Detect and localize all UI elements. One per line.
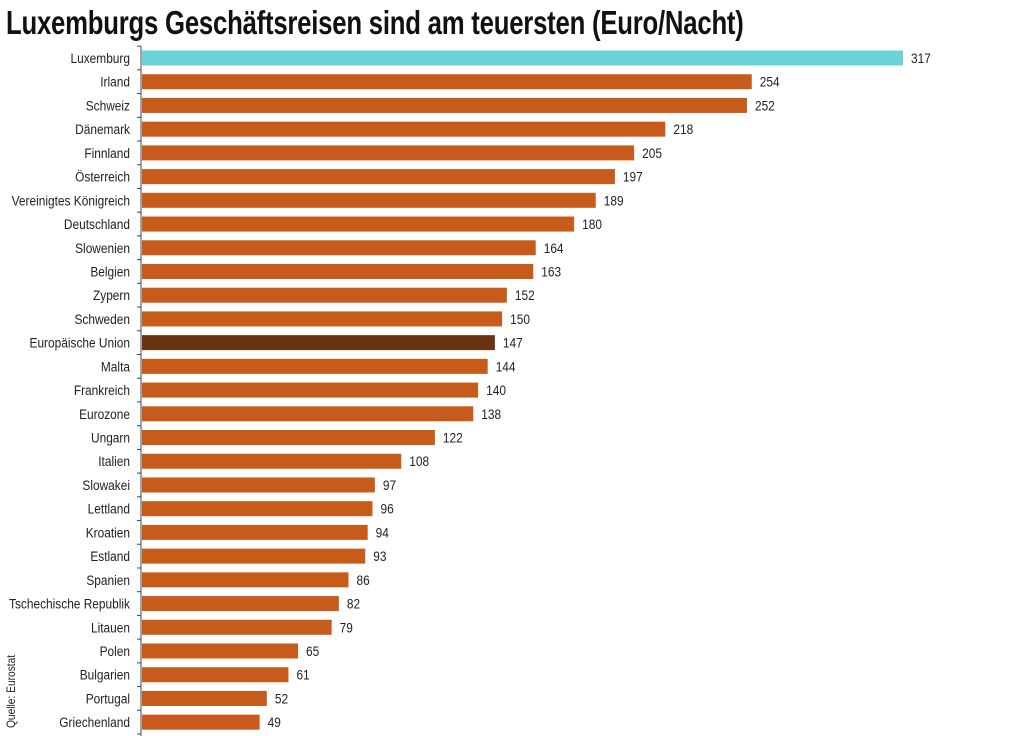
bar-lettland [142,501,373,517]
value-label: 96 [380,501,393,517]
value-label: 79 [340,619,353,635]
bar-finnland [142,145,635,161]
category-label: Luxemburg [70,50,130,66]
value-label: 254 [760,74,780,90]
value-label: 252 [755,98,775,114]
bar-eurozone [142,406,474,422]
value-label: 180 [582,216,602,232]
value-label: 97 [383,477,396,493]
bar-europäische-union [142,335,495,351]
category-label: Deutschland [64,216,130,232]
category-label: Frankreich [74,382,130,398]
value-label: 144 [496,358,516,374]
category-label: Dänemark [75,121,130,137]
value-label: 140 [486,382,506,398]
bar-estland [142,548,366,564]
category-label: Schweiz [86,98,130,114]
category-label: Estland [90,548,130,564]
category-label: Polen [100,643,130,659]
value-label: 61 [296,667,309,683]
bar-litauen [142,619,332,635]
value-label: 205 [642,145,662,161]
value-label: 122 [443,430,463,446]
value-label: 82 [347,596,360,612]
category-label: Malta [101,358,131,374]
bar-ungarn [142,430,435,446]
value-label: 189 [604,192,624,208]
category-label: Ungarn [91,430,130,446]
bar-polen [142,643,299,659]
bar-deutschland [142,216,575,232]
bar-vereinigtes-königreich [142,192,596,208]
value-label: 65 [306,643,319,659]
category-label: Litauen [91,619,130,635]
category-label: Irland [100,74,130,90]
category-label: Finnland [84,145,130,161]
value-label: 197 [623,169,643,185]
category-label: Europäische Union [30,335,130,351]
category-label: Österreich [75,169,130,185]
bar-schweden [142,311,503,327]
bar-tschechische-republik [142,596,339,612]
bar-österreich [142,169,615,185]
bar-luxemburg [142,50,903,66]
bar-irland [142,74,752,90]
category-label: Slowenien [75,240,130,256]
category-label: Vereinigtes Königreich [12,192,130,208]
category-label: Belgien [90,264,130,280]
bar-zypern [142,287,507,303]
value-label: 138 [481,406,501,422]
bar-spanien [142,572,349,588]
category-label: Eurozone [79,406,130,422]
category-label: Kroatien [86,524,130,540]
bar-griechenland [142,714,260,730]
category-label: Tschechische Republik [9,596,130,612]
bar-kroatien [142,524,368,540]
value-label: 52 [275,691,288,707]
bar-belgien [142,263,534,279]
bar-malta [142,358,488,374]
bar-slowenien [142,240,536,256]
category-label: Spanien [86,572,130,588]
bar-portugal [142,690,267,706]
bar-dänemark [142,121,666,137]
category-label: Zypern [93,287,130,303]
bar-slowakei [142,477,375,493]
value-label: 49 [268,714,281,730]
chart-title: Luxemburgs Geschäftsreisen sind am teuer… [6,4,744,41]
category-label: Schweden [74,311,130,327]
value-label: 164 [544,240,564,256]
value-label: 108 [409,453,429,469]
value-label: 317 [911,50,931,66]
value-label: 150 [510,311,530,327]
category-label: Slowakei [82,477,130,493]
bar-schweiz [142,97,747,113]
category-label: Griechenland [59,714,130,730]
value-label: 93 [373,548,386,564]
value-label: 152 [515,287,535,303]
value-label: 147 [503,335,523,351]
category-label: Lettland [88,501,130,517]
category-label: Portugal [86,691,130,707]
category-label: Italien [98,453,130,469]
value-label: 163 [541,264,561,280]
value-label: 86 [356,572,369,588]
value-label: 94 [376,524,389,540]
value-label: 218 [673,121,693,137]
bar-bulgarien [142,667,289,683]
bar-italien [142,453,402,469]
category-label: Bulgarien [80,667,130,683]
bar-frankreich [142,382,479,398]
